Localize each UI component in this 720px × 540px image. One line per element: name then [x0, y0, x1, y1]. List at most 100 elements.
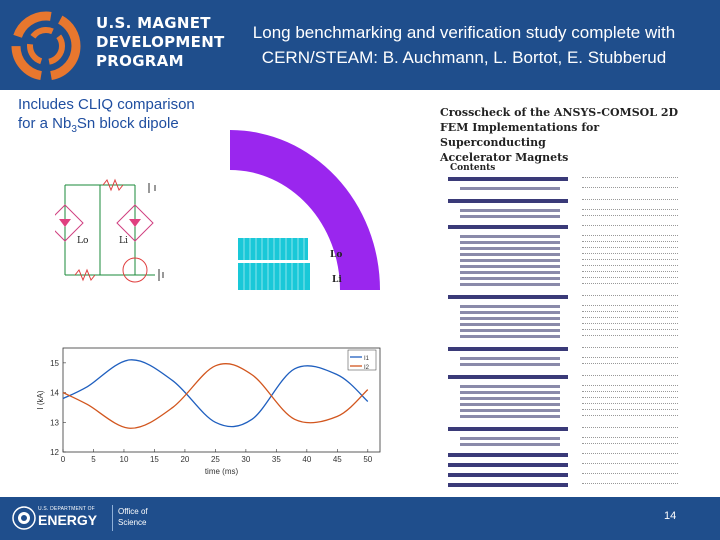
- x-tick-label: 40: [302, 455, 311, 464]
- slide-title-line-1: Long benchmarking and verification study…: [252, 23, 676, 42]
- x-tick-label: 35: [272, 455, 281, 464]
- toc-section-entry: [448, 177, 568, 181]
- circuit-label-lo: Lo: [77, 236, 88, 246]
- x-tick-label: 30: [241, 455, 250, 464]
- toc-page-leader: [582, 329, 678, 332]
- toc-page-leader: [582, 317, 678, 320]
- program-name-line: DEVELOPMENT: [96, 33, 225, 51]
- toc-page-leader: [582, 271, 678, 274]
- toc-page-leader: [582, 305, 678, 308]
- report-title-line: Crosscheck of the ANSYS-COMSOL 2D: [440, 106, 679, 119]
- x-tick-label: 50: [363, 455, 372, 464]
- toc-subsection-entry: [460, 305, 560, 308]
- toc-page-leader: [582, 473, 678, 476]
- toc-subsection-entry: [460, 403, 560, 406]
- toc-section-entry: [448, 453, 568, 457]
- doe-seal-icon: [12, 506, 36, 530]
- plot-frame: [62, 347, 381, 453]
- toc-section-entry: [448, 427, 568, 431]
- report-title-line: Accelerator Magnets: [440, 151, 569, 164]
- toc-subsection-entry: [460, 209, 560, 212]
- y-tick-label: 13: [50, 418, 59, 427]
- toc-page-leader: [582, 253, 678, 256]
- toc-page-leader: [582, 347, 678, 350]
- footer-banner: U.S. DEPARTMENT OF ENERGY Office of Scie…: [0, 497, 720, 540]
- toc-page-leader: [582, 375, 678, 378]
- toc-subsection-entry: [460, 187, 560, 190]
- y-tick-label: 12: [50, 448, 59, 457]
- legend-label-I2: I2: [364, 365, 370, 371]
- office-of-science-text: Office of Science: [118, 506, 148, 528]
- toc-subsection-entry: [460, 357, 560, 360]
- toc-page-leader: [582, 215, 678, 218]
- toc-subsection-entry: [460, 391, 560, 394]
- toc-subsection-entry: [460, 277, 560, 280]
- header-banner: U.S. MAGNET DEVELOPMENT PROGRAM Long ben…: [0, 0, 720, 90]
- x-tick-label: 10: [120, 455, 129, 464]
- toc-page-leader: [582, 335, 678, 338]
- geometry-label-li: Li: [332, 275, 342, 285]
- report-title-line: FEM Implementations for Superconducting: [440, 121, 600, 149]
- toc-subsection-entry: [460, 415, 560, 418]
- toc-page-leader: [582, 463, 678, 466]
- magnet-geometry-figure: Lo Li: [230, 130, 380, 290]
- toc-section-entry: [448, 463, 568, 467]
- toc-section-entry: [448, 483, 568, 487]
- x-tick-label: 20: [180, 455, 189, 464]
- toc-page-leader: [582, 443, 678, 446]
- toc-page-leader: [582, 397, 678, 400]
- x-tick-label: 5: [91, 455, 96, 464]
- toc-subsection-entry: [460, 443, 560, 446]
- toc-page-leader: [582, 187, 678, 190]
- subtitle-subscript: 3: [71, 124, 77, 135]
- report-excerpt: Crosscheck of the ANSYS-COMSOL 2D FEM Im…: [436, 105, 686, 495]
- toc-section-entry: [448, 473, 568, 477]
- x-axis-label: time (ms): [205, 467, 239, 476]
- x-tick-label: 0: [61, 455, 66, 464]
- toc-subsection-entry: [460, 253, 560, 256]
- slide-subtitle: Includes CLIQ comparison for a Nb3Sn blo…: [18, 95, 195, 139]
- program-name-line: U.S. MAGNET: [96, 14, 211, 32]
- iron-yoke-shape: [230, 130, 380, 290]
- toc-page-leader: [582, 391, 678, 394]
- toc-page-leader: [582, 235, 678, 238]
- subtitle-prefix: for a Nb: [18, 115, 72, 132]
- toc-page-leader: [582, 277, 678, 280]
- toc-page-leader: [582, 283, 678, 286]
- x-tick-label: 25: [211, 455, 220, 464]
- toc-page-leader: [582, 403, 678, 406]
- subtitle-line-1: Includes CLIQ comparison: [18, 96, 195, 113]
- toc-subsection-entry: [460, 329, 560, 332]
- toc-subsection-entry: [460, 409, 560, 412]
- toc-page-leader: [582, 409, 678, 412]
- geometry-label-lo: Lo: [330, 250, 342, 260]
- toc-page-leader: [582, 241, 678, 244]
- toc-section-entry: [448, 199, 568, 203]
- toc-subsection-entry: [460, 215, 560, 218]
- page-number: 14: [664, 510, 677, 522]
- subtitle-suffix: Sn block dipole: [76, 115, 179, 132]
- x-tick-label: 15: [150, 455, 159, 464]
- program-name: U.S. MAGNET DEVELOPMENT PROGRAM: [96, 14, 225, 71]
- y-axis-label: I (kA): [36, 390, 45, 409]
- toc-subsection-entry: [460, 265, 560, 268]
- toc-page-leader: [582, 437, 678, 440]
- toc-subsection-entry: [460, 235, 560, 238]
- slide-title: Long benchmarking and verification study…: [214, 20, 714, 70]
- toc-page-leader: [582, 427, 678, 430]
- toc-page-leader: [582, 199, 678, 202]
- magnet-program-logo-icon: [11, 11, 81, 81]
- cliq-circuit-diagram: Lo Li: [55, 178, 164, 283]
- toc-subsection-entry: [460, 283, 560, 286]
- doe-department-text: U.S. DEPARTMENT OF: [38, 506, 95, 512]
- program-name-line: PROGRAM: [96, 52, 184, 70]
- doe-energy-text: ENERGY: [38, 512, 98, 528]
- office-line-2: Science: [118, 518, 147, 527]
- report-title: Crosscheck of the ANSYS-COMSOL 2D FEM Im…: [440, 105, 684, 165]
- toc-page-leader: [582, 177, 678, 180]
- toc-section-entry: [448, 225, 568, 229]
- toc-subsection-entry: [460, 271, 560, 274]
- toc-page-leader: [582, 259, 678, 262]
- circuit-label-li: Li: [119, 236, 128, 246]
- toc-subsection-entry: [460, 385, 560, 388]
